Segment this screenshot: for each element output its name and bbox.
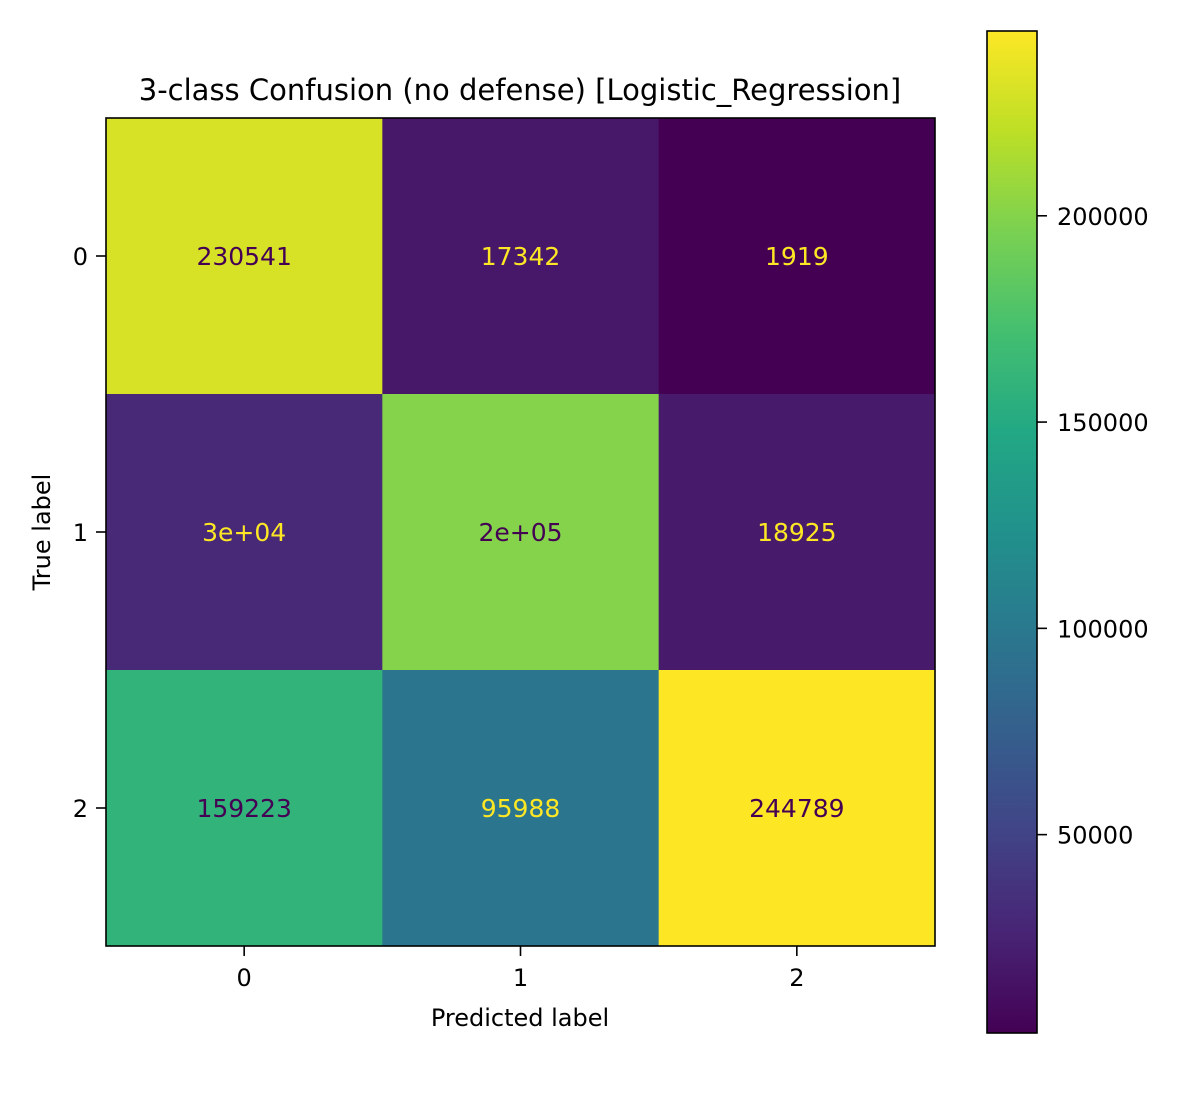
- heatmap-cells: [106, 118, 936, 947]
- cell-value-label-0-2: 1919: [765, 242, 829, 271]
- y-tick-label-2: 2: [73, 795, 88, 823]
- x-tick-label-0: 0: [237, 964, 252, 992]
- heatmap-cell-2-1: [382, 670, 660, 947]
- y-axis-label: True label: [28, 474, 56, 592]
- heatmap-cell-0-2: [658, 118, 936, 395]
- x-axis-label: Predicted label: [431, 1004, 609, 1032]
- heatmap-cell-2-2: [658, 670, 936, 947]
- heatmap-cell-0-0: [106, 118, 383, 395]
- heatmap-cell-0-1: [382, 118, 660, 395]
- cell-value-label-0-1: 17342: [481, 242, 561, 271]
- heatmap-cell-1-0: [106, 394, 383, 671]
- cell-value-label-2-2: 244789: [749, 794, 844, 823]
- colorbar-tick-label-3: 200000: [1057, 203, 1149, 231]
- cell-value-label-1-2: 18925: [757, 518, 837, 547]
- colorbar: [986, 30, 1038, 1034]
- x-tick-label-1: 1: [513, 964, 528, 992]
- heatmap-cell-1-1: [382, 394, 660, 671]
- heatmap-cell-labels: 230541 17342 1919 3e+04 2e+05 18925 159223 9598…: [196, 242, 844, 823]
- y-tick-label-0: 0: [73, 243, 88, 271]
- x-tick-label-2: 2: [789, 964, 804, 992]
- cell-value-label-2-1: 95988: [481, 794, 561, 823]
- x-axis-ticks: 0 1 2: [237, 946, 804, 992]
- cell-value-label-1-0: 3e+04: [202, 518, 286, 547]
- y-axis-ticks: 0 1 2: [73, 243, 106, 823]
- cell-value-label-2-0: 159223: [196, 794, 291, 823]
- chart-title: 3-class Confusion (no defense) [Logistic…: [139, 73, 902, 107]
- cell-value-label-0-0: 230541: [196, 242, 291, 271]
- cell-value-label-1-1: 2e+05: [478, 518, 562, 547]
- colorbar-tick-label-2: 150000: [1057, 409, 1149, 437]
- colorbar-ticks: 50000 100000 150000 200000: [1037, 203, 1149, 850]
- heatmap-cell-2-0: [106, 670, 383, 947]
- colorbar-tick-label-1: 100000: [1057, 615, 1149, 643]
- colorbar-tick-label-0: 50000: [1057, 822, 1133, 850]
- y-tick-label-1: 1: [73, 519, 88, 547]
- heatmap-cell-1-2: [658, 394, 936, 671]
